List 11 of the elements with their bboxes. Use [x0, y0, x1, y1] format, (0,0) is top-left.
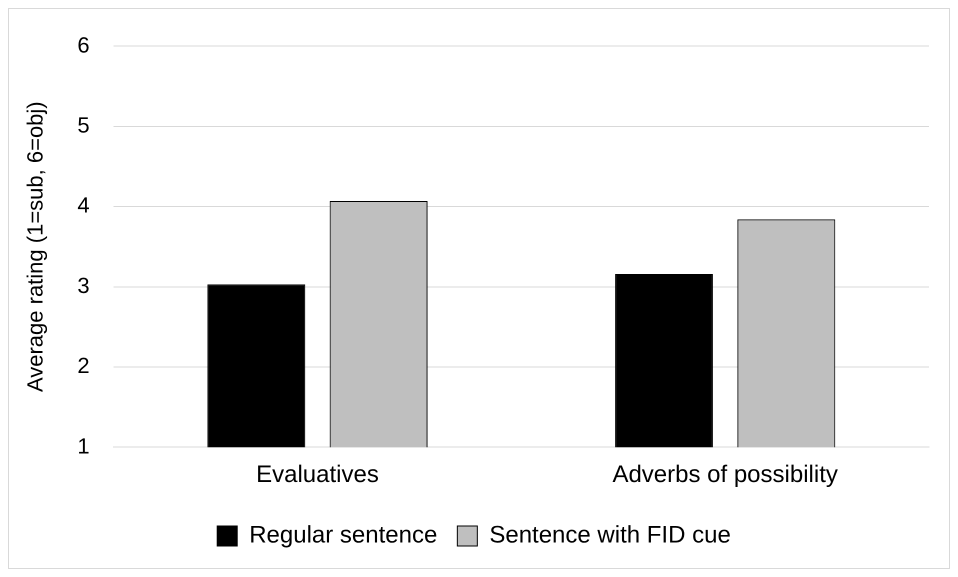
- y-tick-label: 6: [77, 32, 90, 58]
- y-tick-label: 3: [77, 272, 90, 298]
- x-tick-label: Adverbs of possibility: [612, 461, 838, 488]
- x-tick-label: Evaluatives: [256, 461, 379, 488]
- y-tick-label: 4: [77, 192, 90, 218]
- y-tick-label: 1: [77, 433, 90, 458]
- legend-label: Sentence with FID cue: [489, 522, 731, 549]
- y-tick-label: 2: [77, 353, 90, 378]
- y-tick-label: 5: [77, 112, 90, 138]
- legend-label: Regular sentence: [249, 522, 438, 549]
- y-axis-title: Average rating (1=sub, 6=obj): [22, 101, 48, 392]
